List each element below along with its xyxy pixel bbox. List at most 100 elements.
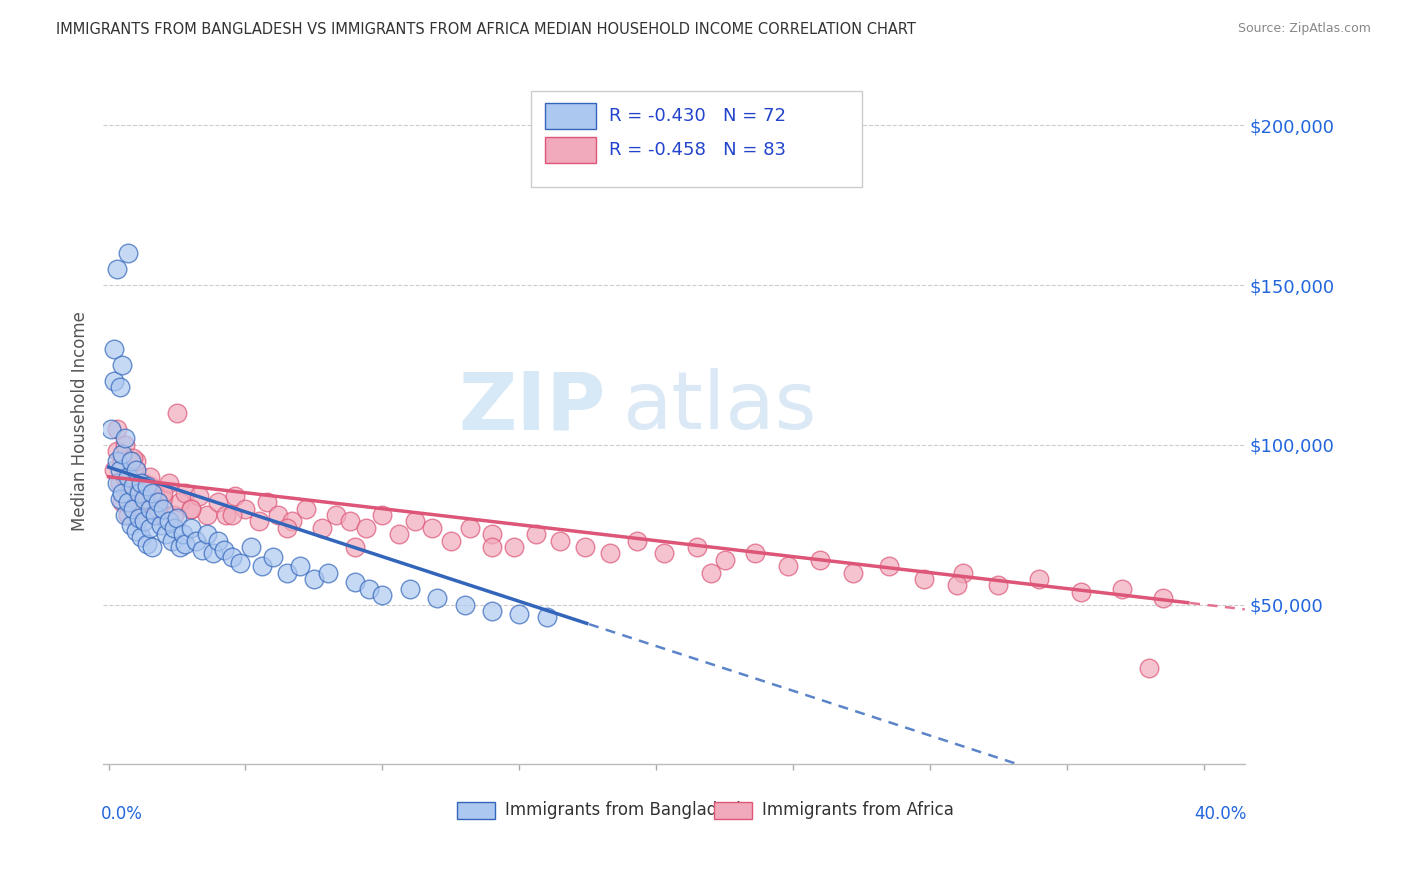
Text: atlas: atlas <box>623 368 817 446</box>
Point <box>103 342 125 356</box>
Point <box>946 578 969 592</box>
Point <box>481 604 503 618</box>
Point <box>105 422 128 436</box>
Point <box>105 454 128 468</box>
Point <box>152 492 174 507</box>
Point <box>131 476 153 491</box>
Point <box>160 533 183 548</box>
Point <box>114 438 136 452</box>
FancyBboxPatch shape <box>546 137 596 163</box>
Point <box>108 463 131 477</box>
Point <box>174 485 197 500</box>
Point <box>166 511 188 525</box>
Point <box>508 607 530 621</box>
Point <box>100 422 122 436</box>
Point <box>281 515 304 529</box>
Point <box>146 501 169 516</box>
Point <box>111 358 134 372</box>
Point <box>105 444 128 458</box>
Point <box>952 566 974 580</box>
Point <box>138 501 160 516</box>
Point <box>136 479 159 493</box>
Point <box>207 533 229 548</box>
Point <box>138 469 160 483</box>
Text: R = -0.430   N = 72: R = -0.430 N = 72 <box>609 107 786 125</box>
FancyBboxPatch shape <box>457 802 495 819</box>
Point <box>256 495 278 509</box>
Point <box>325 508 347 522</box>
Point <box>713 553 735 567</box>
Point <box>190 543 212 558</box>
Point <box>111 495 134 509</box>
Point <box>316 566 339 580</box>
Point <box>134 492 156 507</box>
Point <box>111 447 134 461</box>
Point <box>404 515 426 529</box>
Point <box>550 533 572 548</box>
Point <box>128 511 150 525</box>
Point <box>103 463 125 477</box>
Point <box>371 588 394 602</box>
Point <box>117 246 139 260</box>
Point <box>163 521 186 535</box>
Point <box>122 495 145 509</box>
Point <box>524 527 547 541</box>
Point <box>1111 582 1133 596</box>
Point <box>426 591 449 606</box>
Point <box>235 501 257 516</box>
Point <box>180 501 202 516</box>
Point <box>136 492 159 507</box>
Point <box>122 479 145 493</box>
Text: Source: ZipAtlas.com: Source: ZipAtlas.com <box>1237 22 1371 36</box>
Point <box>1152 591 1174 606</box>
Point <box>152 501 174 516</box>
Point <box>169 495 191 509</box>
Point <box>440 533 463 548</box>
Point <box>420 521 443 535</box>
Point <box>229 556 252 570</box>
Point <box>574 540 596 554</box>
Point <box>914 572 936 586</box>
Point <box>157 515 180 529</box>
Point <box>117 508 139 522</box>
Point <box>141 508 163 522</box>
Point <box>125 454 148 468</box>
Point <box>105 476 128 491</box>
Point <box>138 521 160 535</box>
Point <box>195 508 218 522</box>
Point <box>125 463 148 477</box>
Point <box>186 533 208 548</box>
Point <box>215 508 238 522</box>
Point <box>744 546 766 560</box>
Point <box>163 508 186 522</box>
Point <box>169 540 191 554</box>
Point <box>267 508 290 522</box>
Point <box>111 454 134 468</box>
Point <box>842 566 865 580</box>
Point <box>143 508 166 522</box>
Point <box>371 508 394 522</box>
Point <box>1137 661 1160 675</box>
Point <box>108 380 131 394</box>
Point <box>114 432 136 446</box>
Point <box>120 517 142 532</box>
Point <box>105 262 128 277</box>
Point <box>201 546 224 560</box>
Point <box>180 501 202 516</box>
Point <box>188 489 211 503</box>
Point <box>128 483 150 497</box>
Point <box>195 527 218 541</box>
Point <box>388 527 411 541</box>
Point <box>111 485 134 500</box>
Point <box>120 476 142 491</box>
Point <box>174 537 197 551</box>
Point <box>128 485 150 500</box>
Point <box>290 559 312 574</box>
Text: IMMIGRANTS FROM BANGLADESH VS IMMIGRANTS FROM AFRICA MEDIAN HOUSEHOLD INCOME COR: IMMIGRANTS FROM BANGLADESH VS IMMIGRANTS… <box>56 22 917 37</box>
Text: Immigrants from Africa: Immigrants from Africa <box>762 801 953 819</box>
Point <box>810 553 832 567</box>
Y-axis label: Median Household Income: Median Household Income <box>72 311 89 531</box>
Text: Immigrants from Bangladesh: Immigrants from Bangladesh <box>505 801 747 819</box>
Point <box>343 575 366 590</box>
Point <box>120 454 142 468</box>
